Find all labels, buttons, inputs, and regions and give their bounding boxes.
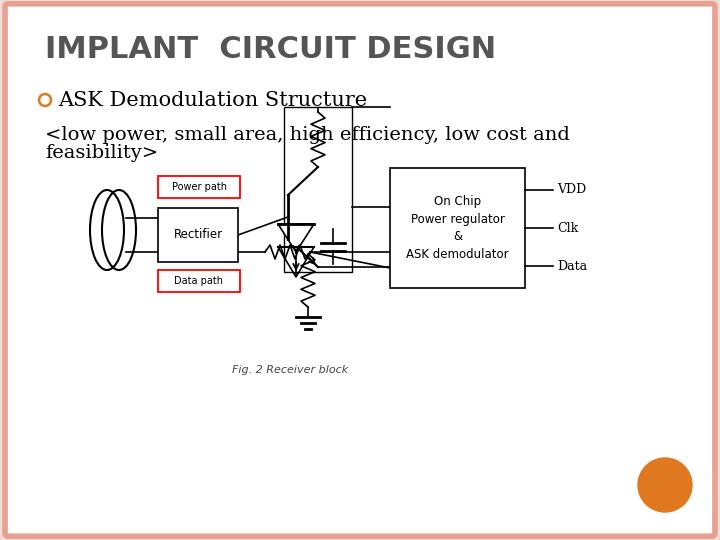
Text: feasibility>: feasibility> [45, 144, 158, 162]
Text: Data: Data [557, 260, 587, 273]
FancyBboxPatch shape [390, 168, 525, 288]
Text: Fig. 2 Receiver block: Fig. 2 Receiver block [232, 365, 348, 375]
Text: On Chip
Power regulator
&
ASK demodulator: On Chip Power regulator & ASK demodulato… [406, 194, 509, 261]
FancyBboxPatch shape [158, 176, 240, 198]
Text: <low power, small area, high efficiency, low cost and: <low power, small area, high efficiency,… [45, 126, 570, 144]
Text: IMPLANT  CIRCUIT DESIGN: IMPLANT CIRCUIT DESIGN [45, 36, 496, 64]
FancyBboxPatch shape [158, 208, 238, 262]
Text: Power path: Power path [171, 182, 227, 192]
Polygon shape [278, 224, 314, 252]
Text: Data path: Data path [174, 276, 223, 286]
Text: Rectifier: Rectifier [174, 228, 222, 241]
Text: Clk: Clk [557, 221, 578, 234]
Circle shape [638, 458, 692, 512]
Text: VDD: VDD [557, 183, 586, 196]
FancyBboxPatch shape [158, 270, 240, 292]
Text: ASK Demodulation Structure: ASK Demodulation Structure [58, 91, 367, 110]
